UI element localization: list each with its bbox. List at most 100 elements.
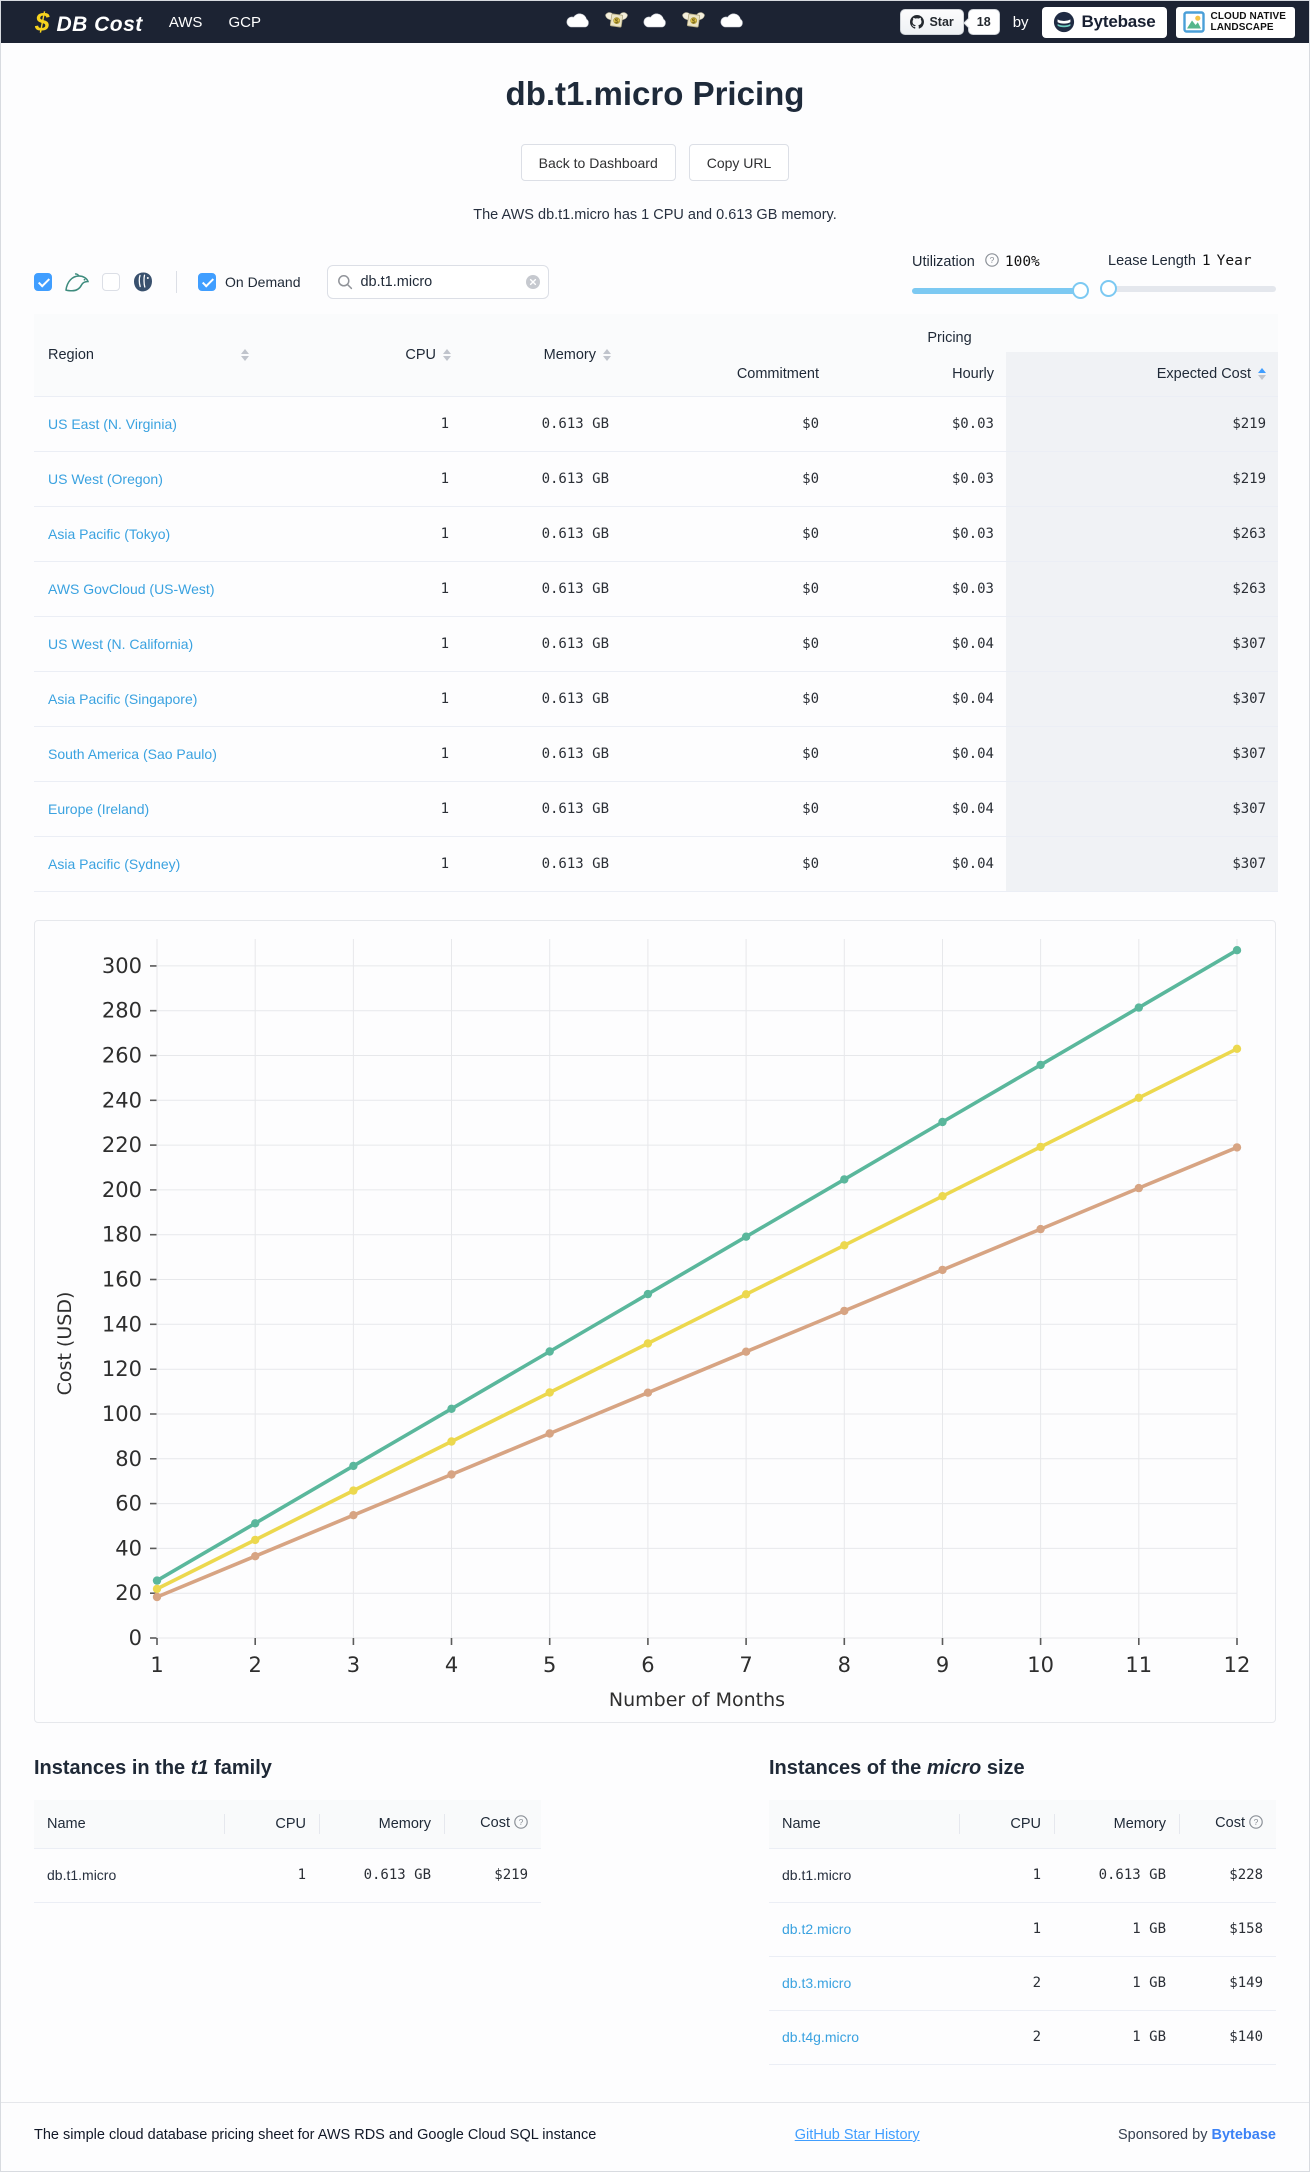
table-row: US West (Oregon) 1 0.613 GB $0 $0.03 $219 — [34, 451, 1279, 507]
sort-icon-active[interactable] — [1258, 367, 1267, 381]
expected-cost-cell: $307 — [1006, 671, 1279, 727]
sponsor-bytebase-link[interactable]: Bytebase — [1211, 2127, 1276, 2143]
region-link[interactable]: Asia Pacific (Tokyo) — [48, 526, 171, 542]
svg-text:220: 220 — [102, 1133, 142, 1157]
column-header-name: Name — [47, 1815, 86, 1832]
instance-link[interactable]: db.t2.micro — [782, 1921, 852, 1937]
bytebase-icon — [1053, 11, 1074, 33]
cpu-cell: 1 — [440, 636, 449, 652]
family-table-title: Instances in the t1 family — [34, 1757, 272, 1779]
region-cell: Asia Pacific (Singapore) — [34, 672, 291, 727]
mysql-checkbox[interactable] — [34, 273, 52, 291]
size-table: Name CPU Memory Cost? db.t1.micro 1 0.613 … — [769, 1800, 1276, 2065]
table-row: Asia Pacific (Tokyo) 1 0.613 GB $0 $0.03 $263 — [34, 506, 1279, 562]
memory-cell: 0.613 GB — [541, 416, 609, 432]
column-header-expected-cost[interactable]: Expected Cost — [1006, 352, 1279, 397]
column-header-commitment[interactable]: Commitment — [736, 366, 819, 382]
sort-icon[interactable] — [241, 348, 249, 362]
name-cell: db.t1.micro — [769, 1848, 959, 1902]
clear-search-icon[interactable] — [526, 275, 541, 294]
nav-right: Star 18 by Bytebase CLOUD NATIVE LANDSCA… — [900, 6, 1295, 38]
svg-text:3: 3 — [347, 1653, 360, 1677]
column-header-hourly[interactable]: Hourly — [952, 366, 994, 382]
name-cell: db.t2.micro — [769, 1902, 959, 1956]
table-row: db.t4g.micro 2 1 GB $140 — [769, 2010, 1276, 2064]
action-buttons: Back to Dashboard Copy URL — [1, 144, 1309, 181]
help-icon[interactable]: ? — [985, 253, 999, 271]
column-header-memory[interactable]: Memory — [461, 314, 621, 397]
copy-url-button[interactable]: Copy URL — [688, 144, 790, 181]
memory-cell: 0.613 GB — [541, 856, 609, 872]
commitment-cell: $0 — [802, 526, 819, 542]
nav-link-gcp[interactable]: GCP — [228, 13, 261, 31]
column-header-region[interactable]: Region — [34, 314, 291, 397]
region-link[interactable]: AWS GovCloud (US-West) — [48, 581, 215, 597]
sponsored-by: Sponsored by Bytebase — [1117, 2127, 1276, 2143]
utilization-slider[interactable] — [912, 282, 1089, 300]
pricing-table: Region CPU Memory Pricing Commitment Hou… — [34, 314, 1279, 892]
on-demand-checkbox[interactable] — [198, 273, 216, 291]
sort-icon[interactable] — [603, 348, 611, 362]
instance-link[interactable]: db.t4g.micro — [782, 2029, 860, 2045]
footer: The simple cloud database pricing sheet … — [1, 2102, 1309, 2171]
utilization-slider-block: Utilization ? 100% — [912, 253, 1089, 300]
region-link[interactable]: Asia Pacific (Sydney) — [48, 856, 181, 872]
instance-link[interactable]: db.t3.micro — [782, 1975, 852, 1991]
memory-cell: 0.613 GB — [363, 1867, 431, 1883]
bytebase-logo[interactable]: Bytebase — [1041, 6, 1167, 38]
cloud-icon — [642, 11, 668, 34]
db-cost-logo[interactable]: $ DB Cost — [35, 7, 143, 38]
postgres-checkbox[interactable] — [102, 273, 120, 291]
help-icon[interactable]: ? — [514, 1814, 528, 1833]
slider-handle[interactable] — [1071, 282, 1089, 299]
cloud-icon — [565, 11, 591, 34]
github-star-count[interactable]: 18 — [967, 9, 1000, 35]
hourly-cell: $0.03 — [951, 526, 994, 542]
svg-text:200: 200 — [102, 1178, 142, 1202]
commitment-cell: $0 — [802, 636, 819, 652]
back-to-dashboard-button[interactable]: Back to Dashboard — [520, 144, 676, 181]
cpu-cell: 1 — [440, 471, 449, 487]
svg-text:160: 160 — [102, 1268, 142, 1292]
pricing-table-body: US East (N. Virginia) 1 0.613 GB $0 $0.03 $21… — [34, 396, 1279, 892]
svg-text:?: ? — [989, 255, 994, 265]
cncf-landscape-logo[interactable]: CLOUD NATIVE LANDSCAPE — [1175, 6, 1295, 38]
instance-description: The AWS db.t1.micro has 1 CPU and 0.613 … — [473, 207, 837, 223]
nav-link-aws[interactable]: AWS — [168, 13, 203, 31]
region-link[interactable]: US West (N. California) — [48, 636, 194, 652]
sort-icon[interactable] — [443, 348, 451, 362]
region-link[interactable]: Europe (Ireland) — [48, 801, 150, 817]
help-icon[interactable]: ? — [1249, 1814, 1263, 1833]
search-input[interactable] — [327, 265, 550, 299]
table-row: db.t1.micro 1 0.613 GB $219 — [34, 1848, 541, 1902]
region-link[interactable]: US East (N. Virginia) — [48, 416, 177, 432]
svg-text:60: 60 — [115, 1492, 142, 1516]
commitment-cell: $0 — [802, 856, 819, 872]
lease-slider[interactable] — [1099, 280, 1276, 298]
region-link[interactable]: South America (Sao Paulo) — [48, 746, 217, 762]
github-star-button[interactable]: Star — [900, 9, 964, 35]
table-row: US East (N. Virginia) 1 0.613 GB $0 $0.03 $21… — [34, 396, 1279, 452]
region-link[interactable]: US West (Oregon) — [48, 471, 163, 487]
footer-text: The simple cloud database pricing sheet … — [34, 2127, 597, 2143]
region-cell: US East (N. Virginia) — [34, 397, 291, 452]
hourly-cell: $0.04 — [951, 691, 994, 707]
table-row: South America (Sao Paulo) 1 0.613 GB $0 $0.0… — [34, 726, 1279, 782]
region-link[interactable]: Asia Pacific (Singapore) — [48, 691, 198, 707]
money-with-wings-icon: $ — [681, 10, 706, 34]
column-header-cpu[interactable]: CPU — [291, 314, 461, 397]
nav-left: $ DB Cost AWS GCP — [35, 7, 261, 38]
memory-cell: 1 GB — [1132, 1975, 1166, 1991]
name-cell: db.t4g.micro — [769, 2010, 959, 2064]
cost-line-chart: 0 20 40 60 80 100 120 140 160 180 200 220 240 260 280 3… — [35, 921, 1275, 1722]
column-header-cpu: CPU — [224, 1800, 319, 1848]
name-cell: db.t3.micro — [769, 1956, 959, 2010]
slider-handle[interactable] — [1099, 280, 1117, 297]
region-cell: US West (N. California) — [34, 617, 291, 672]
postgresql-icon — [131, 271, 155, 293]
svg-text:12: 12 — [1224, 1653, 1251, 1677]
svg-text:180: 180 — [102, 1223, 142, 1247]
cloud-icon — [719, 11, 745, 34]
github-star-history-link[interactable]: GitHub Star History — [794, 2127, 920, 2143]
instance-name: db.t1.micro — [47, 1867, 117, 1883]
